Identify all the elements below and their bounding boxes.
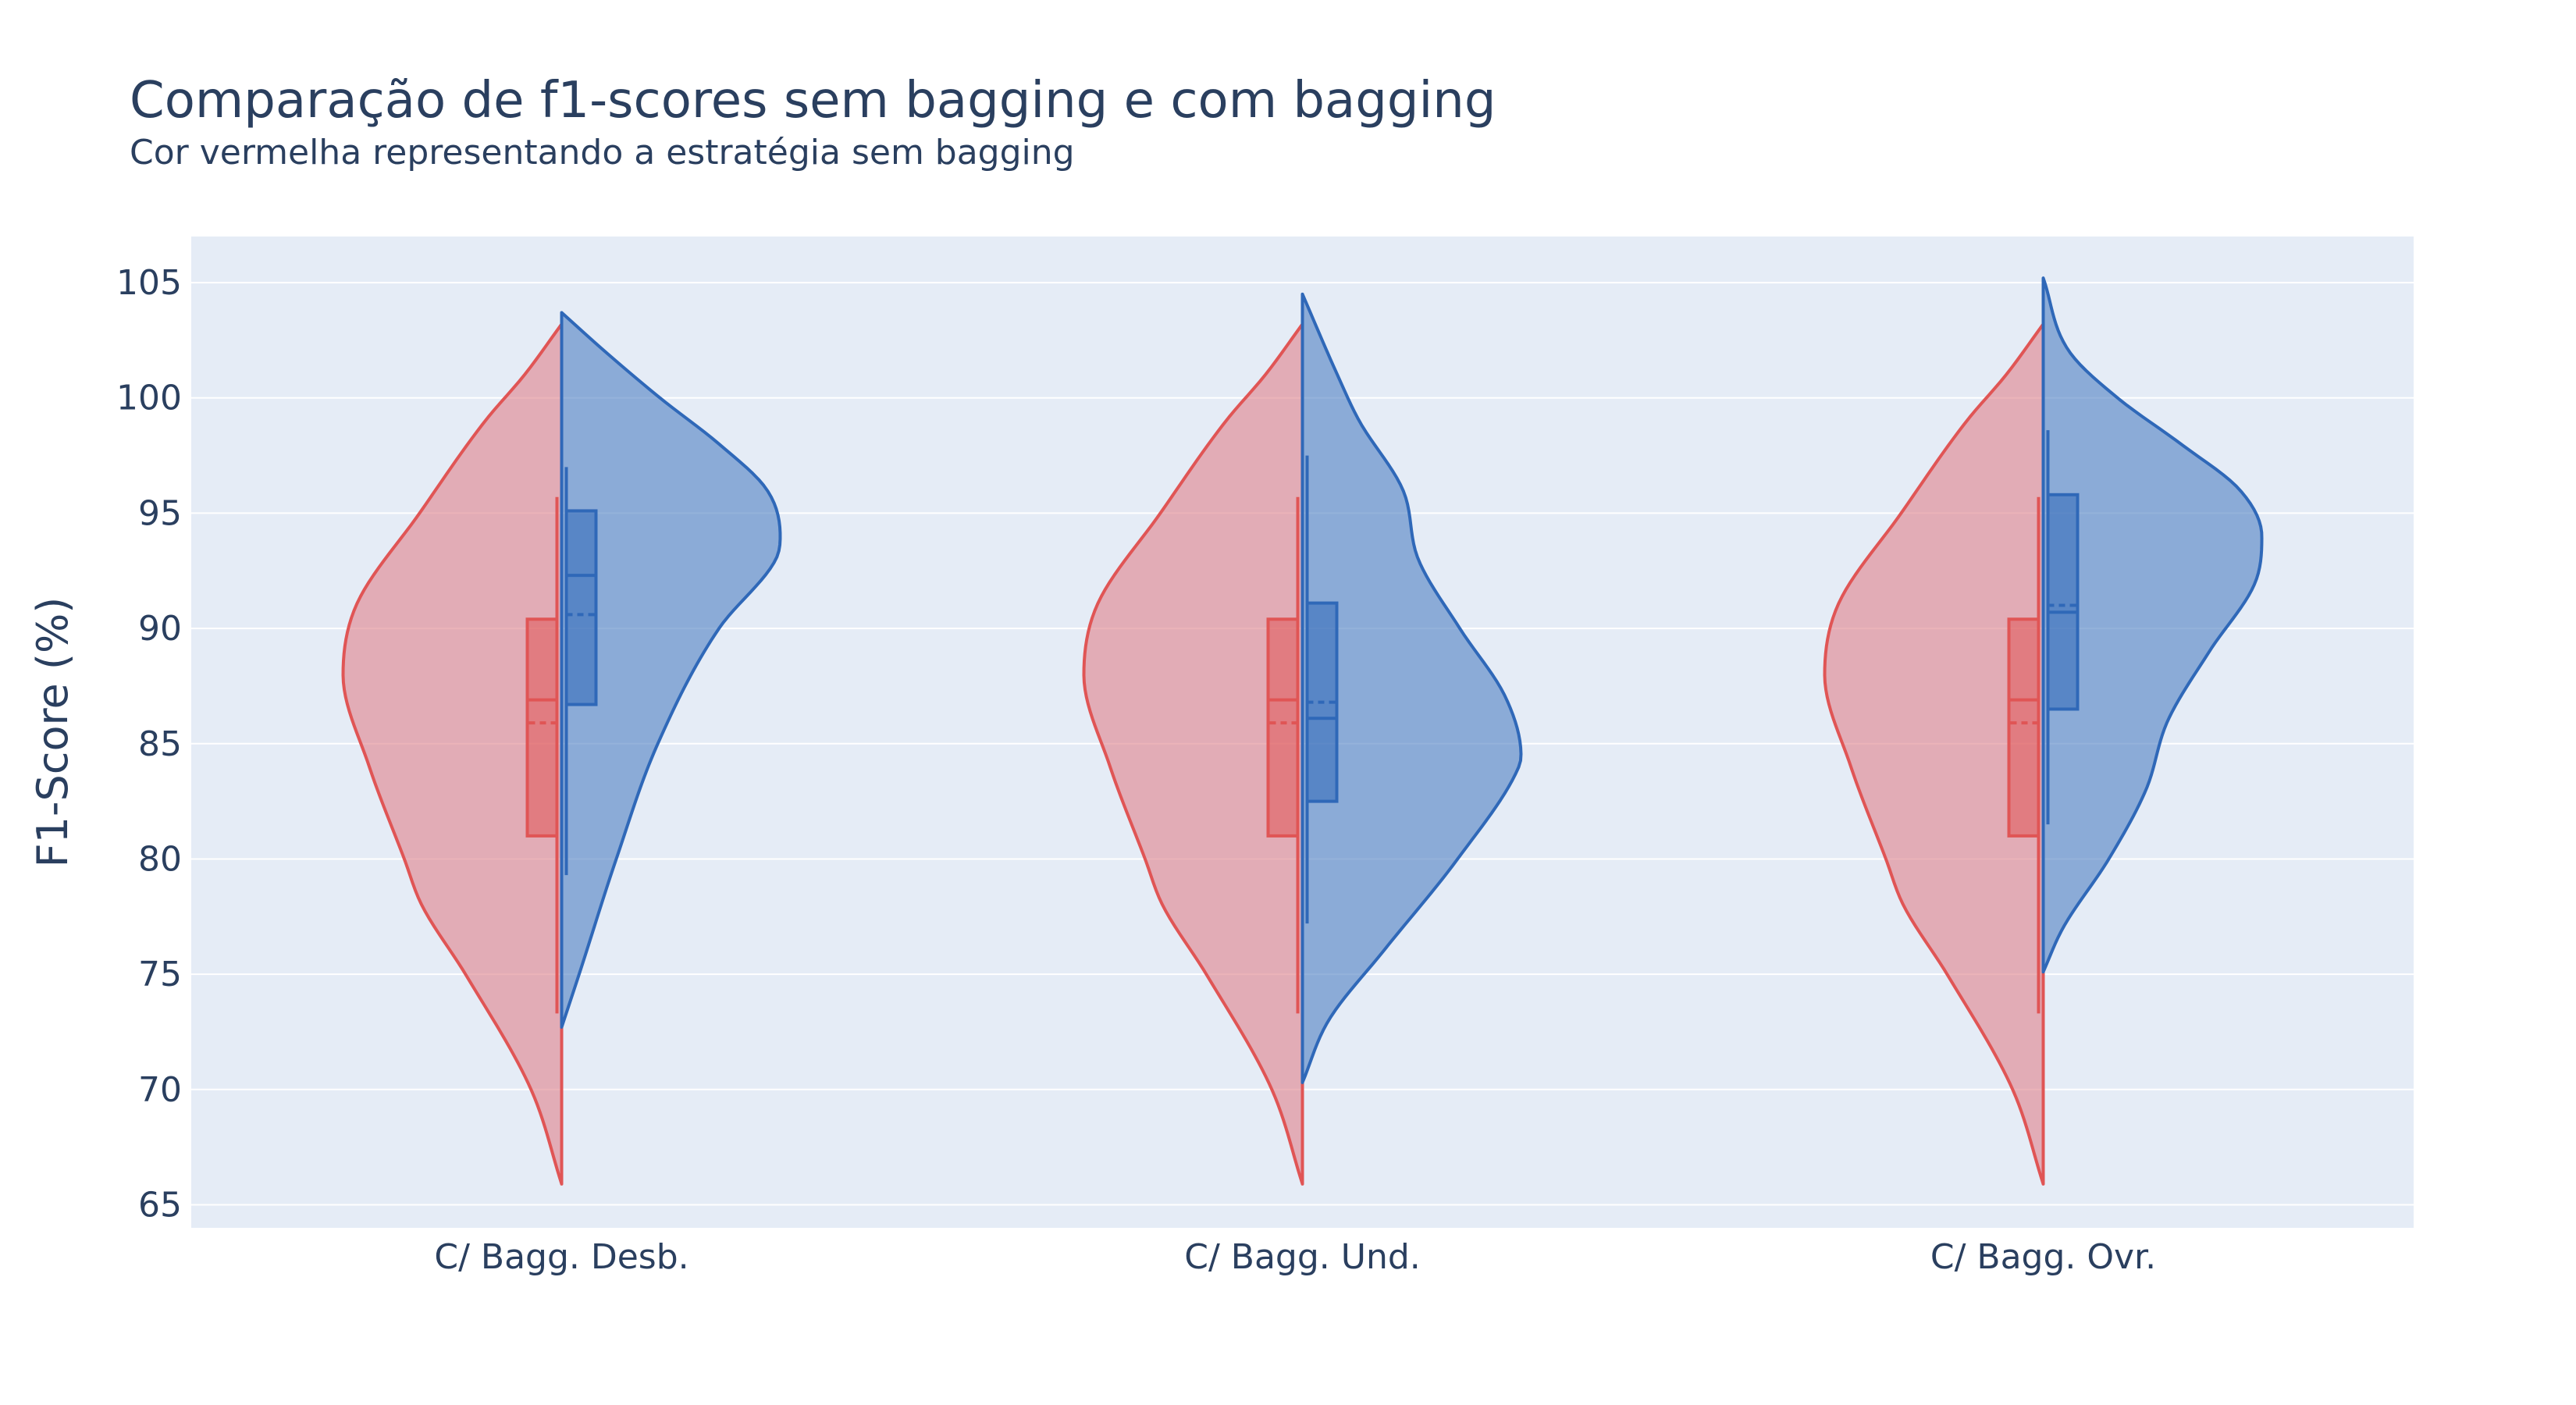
x-tick-label-3: C/ Bagg. Ovr. <box>1930 1237 2156 1277</box>
chart-subtitle: Cor vermelha representando a estratégia … <box>130 133 1075 173</box>
y-axis-title: F1-Score (%) <box>28 597 77 868</box>
chart-title: Comparação de f1-scores sem bagging e co… <box>130 72 1496 130</box>
violin-blue-3 <box>2041 276 2264 974</box>
y-tick-label-95: 95 <box>138 493 182 533</box>
box-blue-3 <box>2046 493 2080 711</box>
x-tick-label-1: C/ Bagg. Desb. <box>434 1237 688 1277</box>
y-tick-label-90: 90 <box>138 609 182 649</box>
y-tick-label-65: 65 <box>138 1185 182 1225</box>
violin-red-1 <box>341 322 564 1186</box>
box-red-3 <box>2007 617 2041 838</box>
box-blue-1 <box>564 509 598 706</box>
y-tick-label-105: 105 <box>116 263 182 303</box>
violin-blue-2 <box>1300 292 1523 1084</box>
y-tick-label-85: 85 <box>138 724 182 764</box>
violins <box>341 276 2264 1186</box>
x-tick-label-2: C/ Bagg. Und. <box>1184 1237 1421 1277</box>
box-red-1 <box>525 617 559 838</box>
violin-blue-1 <box>560 311 782 1030</box>
violin-red-2 <box>1082 322 1304 1186</box>
y-tick-label-70: 70 <box>138 1070 182 1110</box>
y-tick-label-100: 100 <box>116 379 182 418</box>
violin-red-3 <box>1823 322 2045 1186</box>
y-tick-label-80: 80 <box>138 839 182 879</box>
x-axis-ticks: C/ Bagg. Desb. C/ Bagg. Und. C/ Bagg. Ovr. <box>434 1237 2156 1277</box>
y-tick-label-75: 75 <box>138 955 182 994</box>
box-red-2 <box>1266 617 1300 838</box>
y-axis-ticks: 65 70 75 80 85 90 95 100 105 <box>116 263 182 1225</box>
